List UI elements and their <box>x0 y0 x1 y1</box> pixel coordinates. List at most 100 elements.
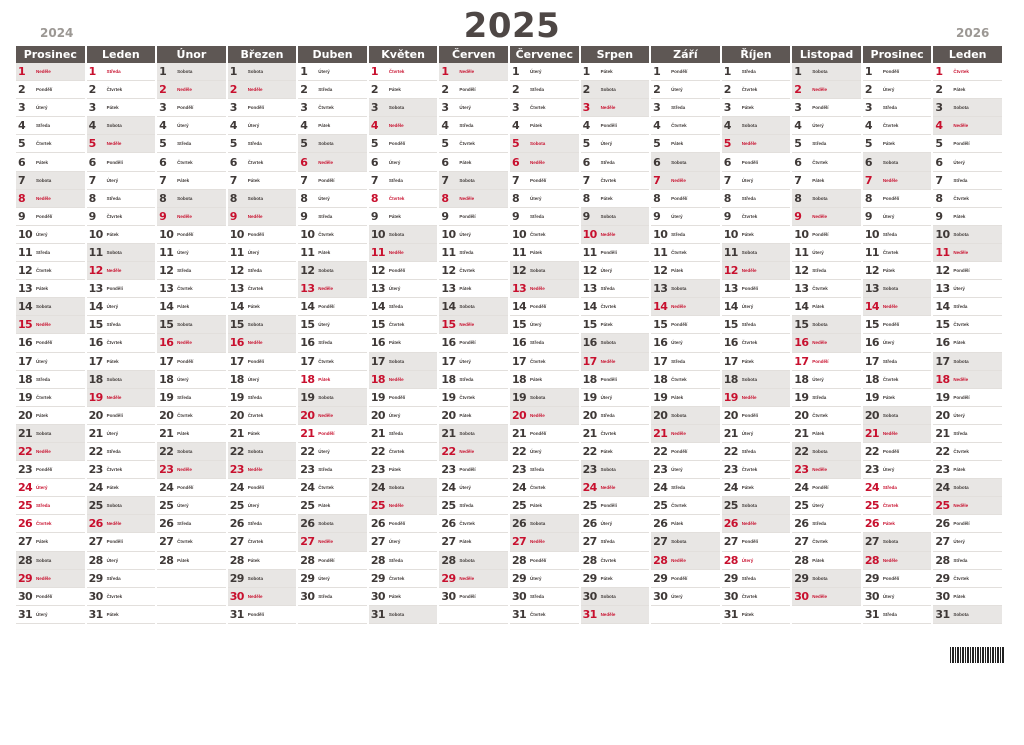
day-number: 3 <box>229 101 238 115</box>
weekday-name: Neděle <box>812 87 828 93</box>
day-cell: 25 Středa <box>16 497 85 516</box>
weekday-name: Pondělí <box>247 611 264 617</box>
day-number: 9 <box>935 209 943 223</box>
day-number: 7 <box>653 173 661 187</box>
day-number: 29 <box>511 571 527 585</box>
day-cell: 14 Pondělí <box>298 298 367 317</box>
weekday-name: Sobota <box>459 557 475 563</box>
day-cell: 9 Pátek <box>933 208 1002 226</box>
day-cell: 30 Středa <box>298 588 367 606</box>
day-number: 22 <box>88 445 104 459</box>
day-cell: 19 Neděle <box>721 388 791 407</box>
day-cell: 14 Sobota <box>439 298 508 317</box>
weekday-name: Neděle <box>36 575 51 581</box>
weekday-name: Úterý <box>388 412 401 418</box>
day-cell: 2 Sobota <box>580 81 650 100</box>
day-number: 22 <box>935 445 950 459</box>
weekday-name: Čtvrtek <box>459 268 475 274</box>
weekday-name: Sobota <box>106 376 122 382</box>
weekday-name: Sobota <box>388 231 405 237</box>
weekday-name: Středa <box>177 394 192 400</box>
day-number: 10 <box>441 227 456 241</box>
day-number: 9 <box>653 209 661 223</box>
day-number: 1 <box>18 65 26 79</box>
weekday-name: Pondělí <box>882 449 900 455</box>
day-number: 24 <box>864 481 880 495</box>
month-header: Květen <box>368 46 438 63</box>
day-cell: 31 Sobota <box>368 605 438 624</box>
day-number: 25 <box>582 499 598 513</box>
day-number: 14 <box>511 300 527 314</box>
weekday-name: Neděle <box>318 412 334 418</box>
month-column: Březen 1 Sobota 2 Neděle 3 Pondělí 4 Úterý 5 Střed… <box>227 46 297 640</box>
weekday-name: Středa <box>318 593 333 599</box>
day-number: 18 <box>229 372 245 386</box>
day-cell: 11 Pondělí <box>580 244 650 263</box>
day-number: 22 <box>582 445 598 459</box>
day-number: 31 <box>229 607 245 621</box>
day-cell: 3 Neděle <box>580 99 650 118</box>
weekday-name: Úterý <box>36 358 48 364</box>
day-number: 18 <box>794 372 809 386</box>
day-cell: 28 Sobota <box>439 551 508 570</box>
day-cell: 6 Sobota <box>651 153 720 172</box>
day-number: 13 <box>88 282 104 296</box>
day-number: 19 <box>511 390 527 404</box>
day-number: 29 <box>653 571 668 585</box>
day-cell: 25 Čtvrtek <box>862 497 932 516</box>
weekday-name: Neděle <box>318 286 334 292</box>
day-number: 13 <box>582 282 598 296</box>
weekday-name: Úterý <box>882 593 895 599</box>
weekday-name: Neděle <box>177 213 192 219</box>
day-number: 25 <box>511 499 527 513</box>
day-cell: 1 Středa <box>721 63 791 82</box>
weekday-name: Středa <box>671 358 686 364</box>
day-number: 10 <box>300 227 315 241</box>
day-number: 12 <box>300 264 315 278</box>
weekday-name: Středa <box>953 304 968 310</box>
weekday-name: Čtvrtek <box>318 105 334 111</box>
day-cell: 15 Středa <box>86 316 156 335</box>
weekday-name: Pondělí <box>600 123 617 129</box>
day-number: 17 <box>18 354 33 368</box>
day-number: 14 <box>229 300 245 314</box>
day-number: 15 <box>582 318 598 332</box>
weekday-name: Pondělí <box>812 358 829 364</box>
day-number: 25 <box>18 499 33 513</box>
day-number: 27 <box>582 535 598 549</box>
day-cell: 24 Pondělí <box>792 479 861 498</box>
day-cell: 27 Sobota <box>862 533 932 552</box>
day-number: 12 <box>370 264 386 278</box>
weekday-name: Neděle <box>388 249 404 255</box>
day-cell: 21 Pondělí <box>298 425 367 443</box>
day-number: 7 <box>18 173 26 187</box>
day-number: 3 <box>653 101 661 115</box>
day-number: 8 <box>88 191 97 205</box>
day-number: 25 <box>300 499 315 513</box>
day-number: 30 <box>370 589 386 603</box>
day-cell: 2 Pátek <box>933 81 1002 100</box>
weekday-name: Čtvrtek <box>671 376 687 382</box>
year-title: 2025 <box>463 6 561 46</box>
weekday-name: Středa <box>388 304 403 310</box>
weekday-name: Čtvrtek <box>106 213 123 219</box>
day-number: 23 <box>159 463 174 477</box>
month-header: Srpen <box>580 46 650 63</box>
weekday-name: Čtvrtek <box>882 123 899 129</box>
weekday-name: Pátek <box>953 87 966 93</box>
day-cell: 28 Sobota <box>16 551 85 570</box>
day-cell: 15 Středa <box>721 316 791 335</box>
weekday-name: Pondělí <box>529 430 547 436</box>
weekday-name: Sobota <box>177 449 193 455</box>
weekday-name: Neděle <box>459 195 475 201</box>
day-cell: 29 Neděle <box>439 569 508 588</box>
weekday-name: Pátek <box>953 467 966 473</box>
day-number: 3 <box>159 101 167 115</box>
day-cell: 6 Neděle <box>509 153 579 172</box>
day-number: 19 <box>582 390 598 404</box>
day-cell: 3 Pondělí <box>157 99 226 118</box>
day-number: 19 <box>18 390 33 404</box>
weekday-name: Pondělí <box>600 503 617 509</box>
weekday-name: Pondělí <box>671 195 688 201</box>
day-cell: 23 Středa <box>298 461 367 480</box>
